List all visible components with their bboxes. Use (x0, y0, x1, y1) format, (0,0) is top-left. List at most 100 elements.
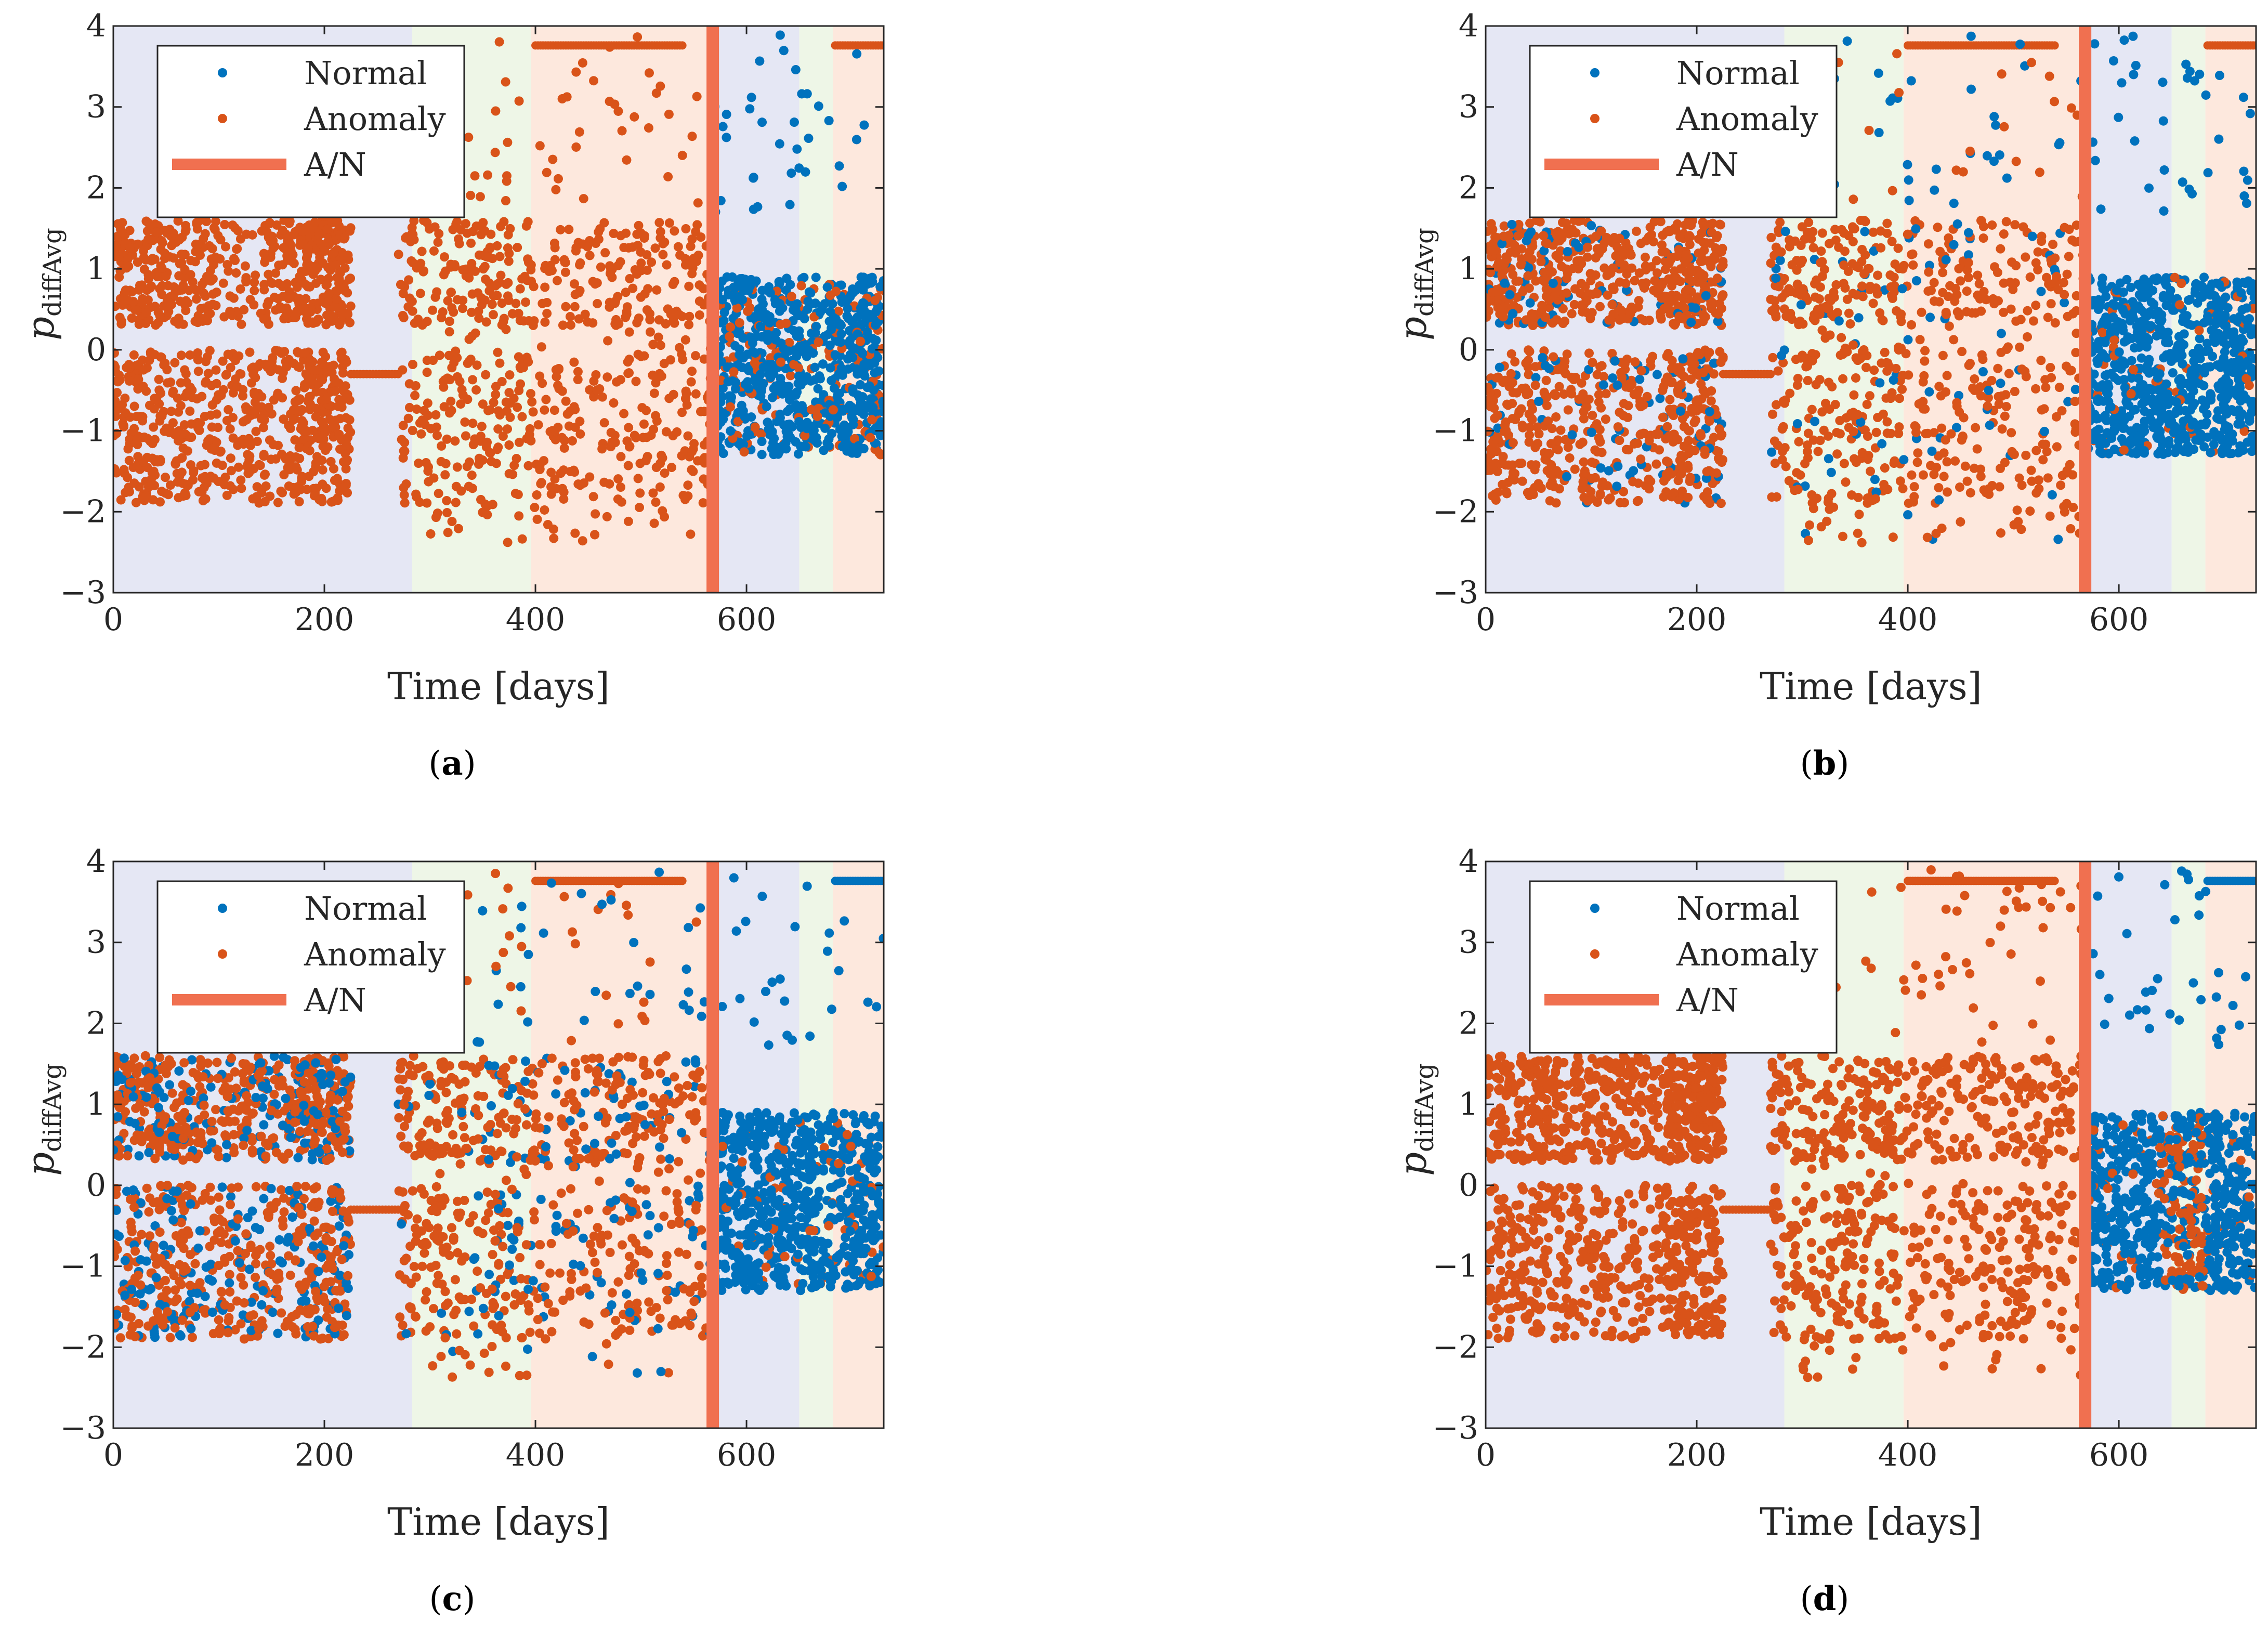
anomaly-point (609, 229, 619, 239)
anomaly-point (524, 316, 534, 325)
anomaly-point (439, 402, 449, 412)
anomaly-point (1937, 423, 1947, 433)
anomaly-point (574, 314, 584, 324)
anomaly-point (535, 465, 545, 475)
normal-point (1927, 446, 1937, 456)
anomaly-point (833, 306, 843, 316)
anomaly-point (408, 230, 418, 240)
anomaly-point (1662, 351, 1672, 361)
anomaly-point (151, 227, 161, 237)
anomaly-point (403, 413, 413, 423)
anomaly-point (134, 374, 143, 384)
anomaly-point (329, 464, 338, 474)
anomaly-point (181, 224, 191, 234)
anomaly-point (439, 252, 449, 262)
anomaly-point (174, 407, 183, 417)
anomaly-point (430, 292, 440, 302)
anomaly-point (2006, 304, 2016, 314)
anomaly-point (800, 430, 810, 440)
normal-point (1775, 255, 1785, 265)
anomaly-point (142, 226, 152, 236)
anomaly-point (155, 497, 165, 507)
anomaly-point (1679, 422, 1689, 432)
anomaly-point (125, 435, 135, 445)
anomaly-point (537, 378, 547, 388)
anomaly-point (1844, 423, 1854, 433)
anomaly-point (1860, 217, 1870, 227)
x-tick-label: 200 (295, 602, 355, 638)
anomaly-point (646, 430, 656, 440)
normal-point (870, 358, 880, 368)
anomaly-point (1890, 456, 1899, 466)
anomaly-point (1918, 470, 1928, 480)
anomaly-point (201, 291, 211, 301)
an-line (706, 26, 719, 593)
anomaly-point (1909, 482, 1919, 492)
anomaly-point (441, 459, 451, 468)
anomaly-point (113, 388, 122, 398)
anomaly-point (226, 453, 235, 463)
anomaly-point (408, 426, 417, 436)
anomaly-point (2036, 356, 2046, 365)
anomaly-point (1939, 472, 1949, 481)
y-tick-label: −3 (60, 574, 106, 611)
anomaly-point (639, 233, 649, 243)
anomaly-point (1973, 270, 1983, 280)
anomaly-point (488, 500, 497, 510)
anomaly-point (649, 518, 659, 528)
anomaly-point (1769, 436, 1779, 446)
legend-normal-marker (218, 68, 227, 77)
normal-point (1871, 487, 1881, 497)
anomaly-point (222, 490, 232, 500)
anomaly-point (451, 481, 461, 491)
normal-point (859, 367, 869, 376)
anomaly-point (541, 395, 551, 404)
anomaly-point (1512, 388, 1522, 398)
anomaly-point (310, 365, 320, 375)
anomaly-point (226, 466, 236, 476)
anomaly-point (645, 327, 655, 337)
anomaly-point (1857, 281, 1867, 291)
anomaly-point (429, 473, 439, 483)
anomaly-point (651, 88, 661, 98)
anomaly-point (542, 297, 552, 307)
anomaly-point (631, 433, 641, 442)
normal-point (717, 392, 727, 402)
anomaly-point (549, 533, 559, 543)
anomaly-point (573, 367, 583, 376)
anomaly-point (1929, 469, 1939, 479)
anomaly-point (2052, 272, 2062, 282)
anomaly-point (560, 267, 570, 277)
anomaly-point (687, 465, 697, 475)
anomaly-point (305, 282, 314, 292)
anomaly-point (169, 290, 179, 300)
anomaly-point (599, 418, 609, 428)
anomaly-point (162, 301, 172, 311)
normal-point (2140, 407, 2149, 416)
anomaly-point (331, 423, 340, 433)
anomaly-point (648, 339, 658, 349)
anomaly-point (1957, 347, 1967, 357)
anomaly-point (291, 462, 301, 472)
anomaly-point (1827, 489, 1837, 499)
anomaly-point (216, 390, 226, 400)
normal-point (791, 65, 801, 75)
anomaly-point (271, 268, 281, 278)
anomaly-point (663, 172, 673, 181)
anomaly-point (113, 411, 121, 421)
normal-point (1538, 353, 1548, 363)
anomaly-point (1498, 312, 1508, 322)
anomaly-point (202, 216, 212, 226)
anomaly-point (2031, 446, 2041, 455)
anomaly-point (1601, 414, 1610, 424)
normal-point (2223, 303, 2233, 313)
normal-point (2220, 312, 2230, 322)
anomaly-point (1784, 476, 1794, 486)
anomaly-point (190, 257, 200, 267)
normal-point (1497, 239, 1507, 249)
anomaly-point (494, 37, 504, 47)
anomaly-point (2013, 517, 2023, 527)
anomaly-point (625, 273, 635, 283)
normal-point (820, 299, 830, 309)
normal-point (879, 400, 884, 410)
